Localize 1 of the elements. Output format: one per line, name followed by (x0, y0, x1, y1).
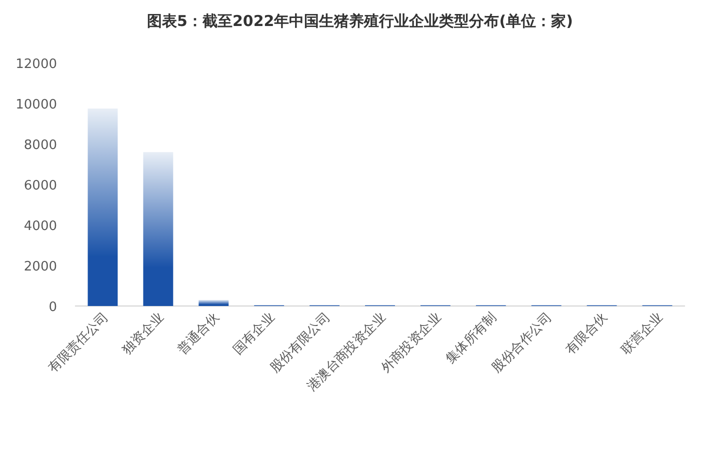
title: 图表5：截至2022年中国生猪养殖行业企业类型分布(单位：家) (147, 12, 573, 30)
